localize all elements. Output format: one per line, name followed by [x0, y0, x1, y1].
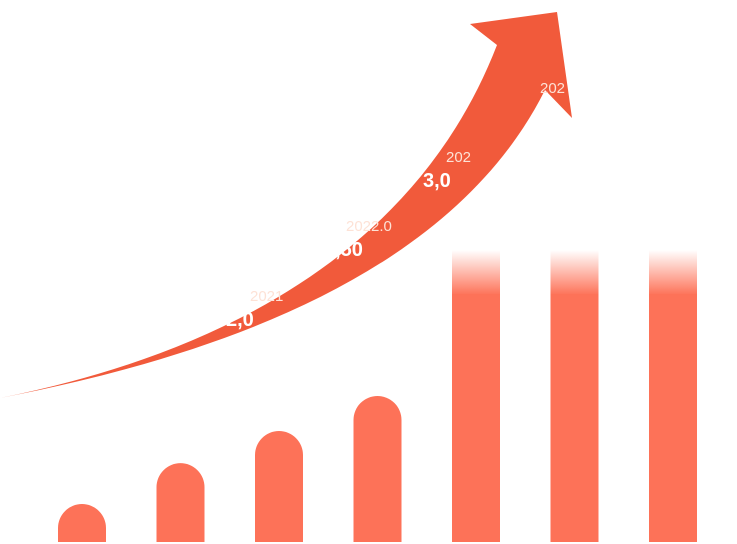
label-year-3: 202 — [446, 149, 471, 166]
bar-7-fade — [649, 250, 697, 295]
bar-6-fade — [550, 250, 599, 295]
bar-7 — [649, 250, 697, 542]
label-1: 2021 2,0 — [226, 288, 283, 331]
bar-5-fade — [452, 250, 500, 295]
label-year-1: 2021 — [250, 288, 283, 305]
bar-5-body — [452, 294, 500, 542]
bar-5 — [452, 250, 500, 542]
label-value-1: 2,0 — [226, 309, 254, 331]
label-value-3: 3,0 — [423, 170, 451, 192]
label-value-2: 2,50 — [324, 239, 363, 261]
bar-6 — [550, 250, 599, 542]
label-3: 202 3,0 — [423, 149, 471, 192]
bar-3 — [255, 431, 303, 542]
label-2: 2022.0 2,50 — [324, 218, 392, 261]
bar-6-body — [550, 294, 599, 542]
bar-7-body — [649, 294, 697, 542]
label-4: 202 — [540, 80, 565, 97]
bars-group — [58, 250, 697, 542]
bar-2 — [156, 463, 205, 542]
trend-arrow-icon — [0, 12, 572, 398]
label-year-4: 202 — [540, 80, 565, 97]
bar-1 — [58, 504, 106, 542]
bar-4 — [353, 396, 402, 542]
label-year-2: 2022.0 — [346, 218, 392, 235]
